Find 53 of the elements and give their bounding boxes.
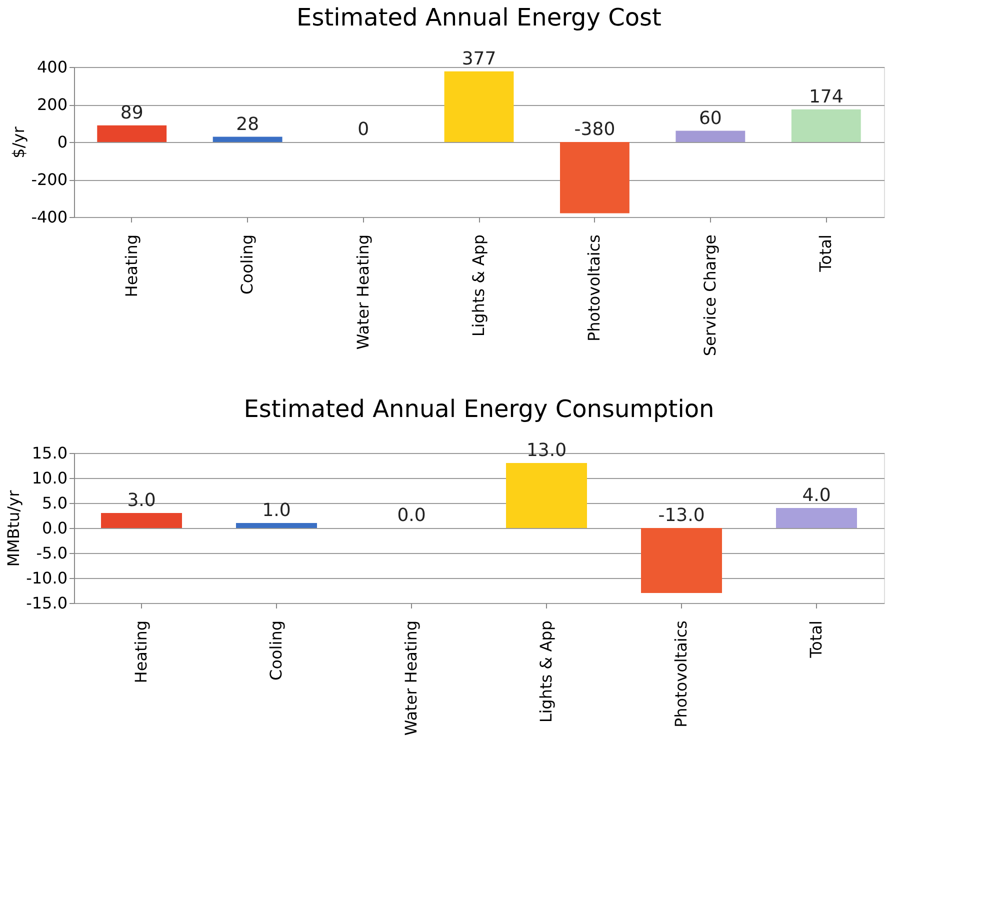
x-tick-label: Total: [816, 234, 836, 273]
data-label: 174: [808, 86, 844, 108]
x-tick-label: Water Heating: [402, 620, 420, 736]
data-label: 1.0: [262, 500, 291, 521]
y-tick-label: -5.0: [36, 544, 68, 562]
x-tick-label: Service Charge: [700, 234, 720, 356]
chart-title: Estimated Annual Energy Consumption: [244, 395, 714, 423]
x-tick-label: Water Heating: [353, 234, 372, 350]
data-label: 0: [358, 119, 370, 140]
data-label: 28: [236, 114, 260, 135]
x-tick-label: Photovoltaics: [584, 234, 604, 342]
x-tick-label: Total: [806, 620, 826, 659]
data-label: 89: [120, 102, 144, 124]
y-tick-label: 15.0: [32, 444, 68, 462]
x-tick-label: Cooling: [238, 234, 257, 294]
x-tick-label: Lights & App: [469, 234, 488, 337]
bar: [101, 513, 182, 528]
bar: [791, 109, 861, 142]
bar: [212, 136, 282, 142]
y-axis-title: $/yr: [9, 126, 28, 158]
x-tick-label: Photovoltaics: [672, 620, 690, 728]
y-tick-label: -15.0: [26, 594, 68, 612]
x-tick-label: Lights & App: [536, 620, 556, 723]
bar: [236, 523, 317, 528]
bar: [97, 125, 167, 142]
bar: [676, 130, 746, 142]
x-tick-label: Heating: [122, 234, 141, 298]
data-label: 377: [462, 48, 496, 70]
y-tick-label: 400: [36, 58, 68, 76]
bar: [506, 463, 587, 528]
y-tick-label: 10.0: [32, 468, 68, 488]
y-axis-title: MMBtu/yr: [4, 490, 24, 567]
data-label: -380: [574, 119, 616, 140]
data-label: 3.0: [127, 490, 156, 511]
data-label: 13.0: [526, 440, 567, 461]
y-tick-label: -400: [31, 208, 68, 226]
bar: [560, 142, 630, 214]
bar: [776, 508, 857, 528]
x-tick-label: Cooling: [266, 620, 286, 680]
data-label: 0.0: [397, 505, 426, 526]
chart-title: Estimated Annual Energy Cost: [296, 3, 662, 32]
bar: [444, 71, 514, 142]
y-tick-label: 200: [36, 95, 68, 114]
y-tick-label: -200: [31, 170, 68, 189]
data-label: 4.0: [802, 485, 831, 506]
y-tick-label: 0.0: [42, 518, 68, 538]
bar: [641, 528, 722, 593]
y-tick-label: -10.0: [26, 568, 68, 588]
data-label: -13.0: [658, 505, 705, 526]
data-label: 60: [698, 108, 722, 129]
x-tick-label: Heating: [132, 620, 150, 684]
y-tick-label: 5.0: [42, 494, 68, 512]
y-tick-label: 0: [57, 132, 68, 152]
